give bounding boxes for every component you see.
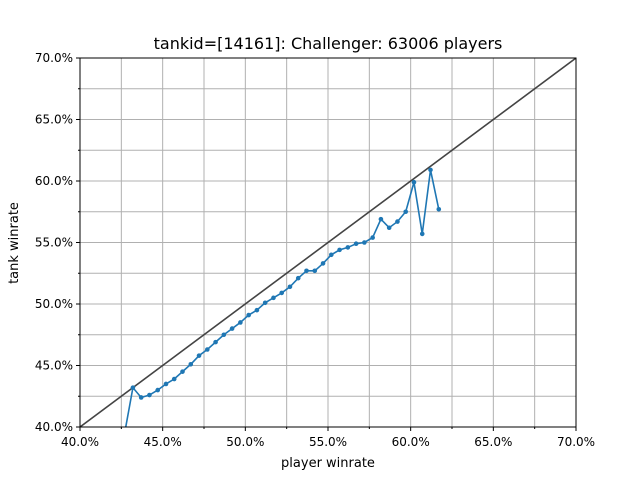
data-point (436, 206, 442, 212)
data-point (320, 261, 326, 266)
y-tick-label: 40.0% (35, 420, 73, 434)
data-point (353, 241, 359, 247)
x-tick-label: 45.0% (144, 435, 182, 449)
data-point (171, 376, 177, 382)
y-tick-label: 70.0% (35, 51, 73, 65)
chart-title: tankid=[14161]: Challenger: 63006 player… (154, 34, 503, 53)
data-point (370, 235, 375, 240)
data-point (362, 240, 367, 245)
data-point (295, 275, 301, 281)
data-point (205, 347, 210, 352)
data-point (419, 231, 425, 237)
y-tick-label: 65.0% (35, 113, 73, 127)
x-tick-label: 50.0% (226, 435, 264, 449)
data-point (403, 209, 409, 215)
data-point (180, 369, 185, 374)
data-point (221, 332, 227, 338)
data-point (188, 361, 194, 367)
x-tick-label: 70.0% (557, 435, 595, 449)
y-tick-label: 45.0% (35, 359, 73, 373)
y-axis-label: tank winrate (7, 202, 22, 284)
data-point (122, 431, 127, 436)
data-point (329, 252, 334, 258)
y-tick-label: 55.0% (35, 236, 73, 250)
data-point (147, 392, 152, 398)
data-point (287, 284, 293, 290)
data-point (378, 216, 384, 222)
y-axis-ticks: 40.0% 45.0% 50.0% 55.0% 60.0% 65.0% 70.0% (35, 51, 80, 434)
data-point (271, 295, 276, 301)
y-tick-label: 50.0% (35, 297, 73, 311)
plot-area (80, 58, 576, 436)
data-point (238, 320, 243, 325)
x-tick-label: 60.0% (392, 435, 430, 449)
data-point (312, 268, 318, 274)
data-point (229, 326, 235, 331)
data-point (279, 290, 285, 296)
data-point (304, 268, 309, 274)
x-tick-label: 40.0% (61, 435, 99, 449)
series-line (124, 169, 440, 427)
x-tick-label: 65.0% (474, 435, 512, 449)
x-axis-label: player winrate (281, 456, 375, 471)
data-point (428, 167, 433, 173)
y-tick-label: 60.0% (35, 174, 73, 188)
data-point (155, 387, 161, 393)
data-point (246, 312, 251, 318)
data-point (337, 247, 342, 253)
data-point (262, 300, 268, 306)
data-point (213, 339, 218, 345)
x-tick-label: 55.0% (309, 435, 347, 449)
data-point (386, 225, 392, 231)
data-point (138, 395, 144, 400)
x-axis-ticks: 40.0% 45.0% 50.0% 55.0% 60.0% 65.0% 70.0% (61, 427, 595, 449)
data-point (196, 353, 202, 358)
data-point (411, 179, 417, 185)
data-point (345, 245, 351, 250)
data-point (163, 381, 169, 387)
data-point (254, 307, 260, 313)
data-point (130, 385, 136, 390)
reference-diagonal-line (80, 58, 576, 427)
data-point (395, 219, 400, 224)
